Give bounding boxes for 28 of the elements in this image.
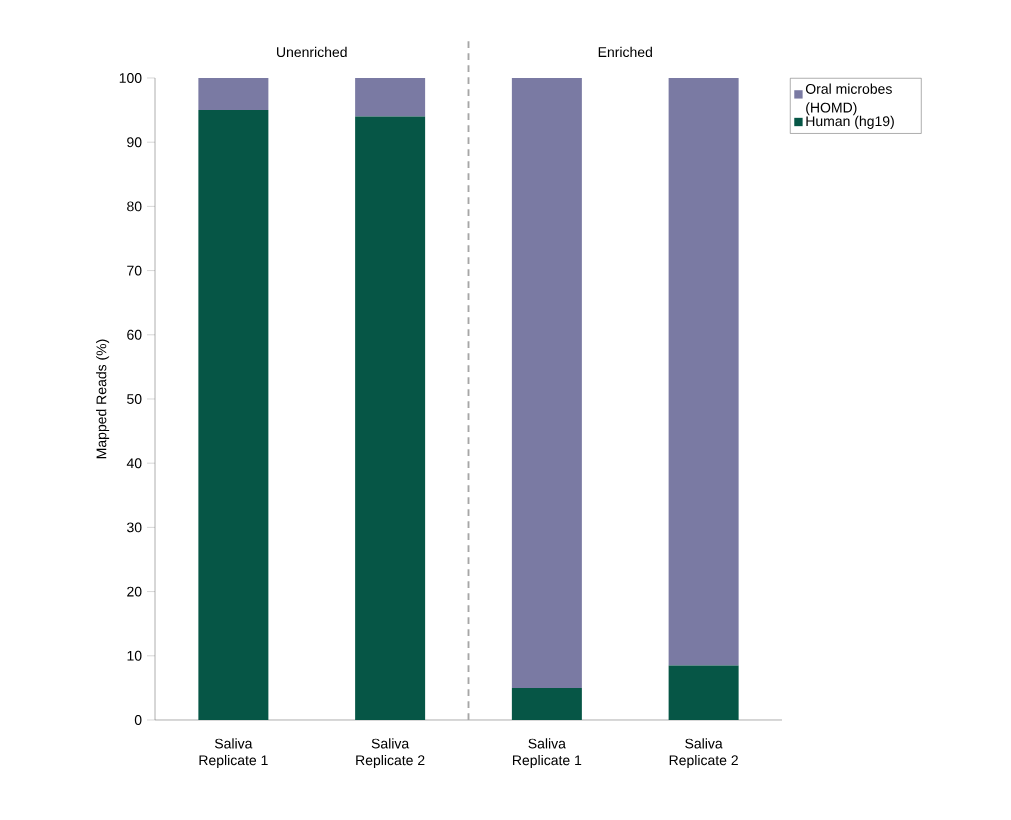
y-tick-label: 100 — [119, 73, 142, 83]
bar — [198, 77, 269, 111]
y-tick-label: 0 — [134, 715, 142, 725]
legend-label: Human (hg19) — [806, 115, 894, 129]
bar — [511, 77, 582, 688]
bar — [668, 665, 739, 720]
y-tick-label: 10 — [127, 650, 142, 661]
y-tick-label: 40 — [126, 458, 142, 469]
x-tick-label: Saliva Replicate 2 — [356, 738, 425, 768]
bar — [198, 110, 269, 720]
bar — [355, 77, 426, 117]
x-tick-label: Saliva Replicate 1 — [199, 738, 268, 768]
text: Unenriched — [277, 46, 347, 58]
legend-label: Oral microbes (HOMD) — [805, 83, 892, 116]
text: Enriched — [598, 46, 652, 58]
x-tick-label: Saliva Replicate 1 — [513, 738, 582, 768]
y-tick-label: 30 — [127, 522, 142, 533]
y-tick-label: 60 — [127, 329, 142, 340]
y-axis-title: Mapped Reads (%) — [96, 339, 110, 459]
x-tick-label: Saliva Replicate 2 — [669, 738, 738, 768]
bar — [355, 116, 426, 720]
y-tick-label: 50 — [127, 394, 142, 404]
y-tick-label: 80 — [127, 201, 142, 212]
bar — [668, 77, 739, 666]
y-tick-label: 90 — [127, 137, 142, 148]
bar — [511, 687, 582, 720]
y-tick-label: 20 — [127, 586, 142, 597]
y-tick-label: 70 — [127, 265, 142, 276]
